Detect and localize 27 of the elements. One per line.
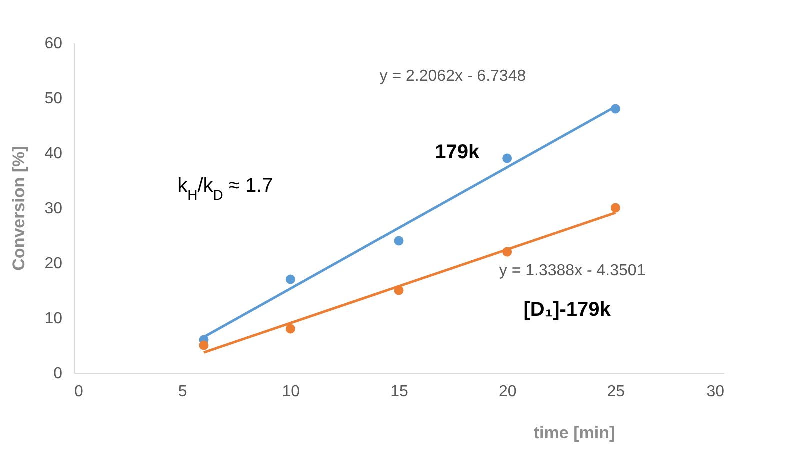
- x-tick-label: 25: [607, 384, 626, 400]
- y-tick-label: 40: [44, 146, 63, 162]
- y-axis-title: Conversion [%]: [10, 146, 29, 271]
- x-tick-label: 20: [498, 384, 517, 400]
- y-tick-label: 10: [44, 310, 63, 328]
- x-tick-label: 30: [706, 384, 725, 400]
- y-tick-label: 30: [44, 200, 63, 218]
- point: [286, 274, 296, 284]
- x-tick-label: 15: [390, 384, 408, 400]
- annotation: y = 1.3388x - 4.3501: [499, 262, 646, 280]
- series-label: 179k: [435, 142, 480, 164]
- y-tick-label: 0: [54, 366, 63, 382]
- point: [199, 340, 209, 350]
- annotation: y = 2.2062x - 6.7348: [380, 68, 526, 85]
- point: [286, 324, 296, 334]
- x-tick-label: 5: [178, 384, 188, 400]
- annotation: k$_{H}$/k$_{D}$ ≈ 1.7: [178, 174, 274, 203]
- point: [610, 203, 620, 213]
- text: [D₁]-179k: [524, 299, 612, 321]
- y-tick-label: 50: [44, 90, 63, 108]
- y-tick-label: 60: [44, 36, 63, 52]
- x-axis-title: time [min]: [534, 424, 616, 442]
- y-tick-label: 20: [44, 256, 63, 272]
- x-tick-label: 10: [282, 384, 300, 400]
- point: [502, 154, 512, 164]
- point: [394, 236, 404, 246]
- x-tick-label: 0: [74, 384, 84, 400]
